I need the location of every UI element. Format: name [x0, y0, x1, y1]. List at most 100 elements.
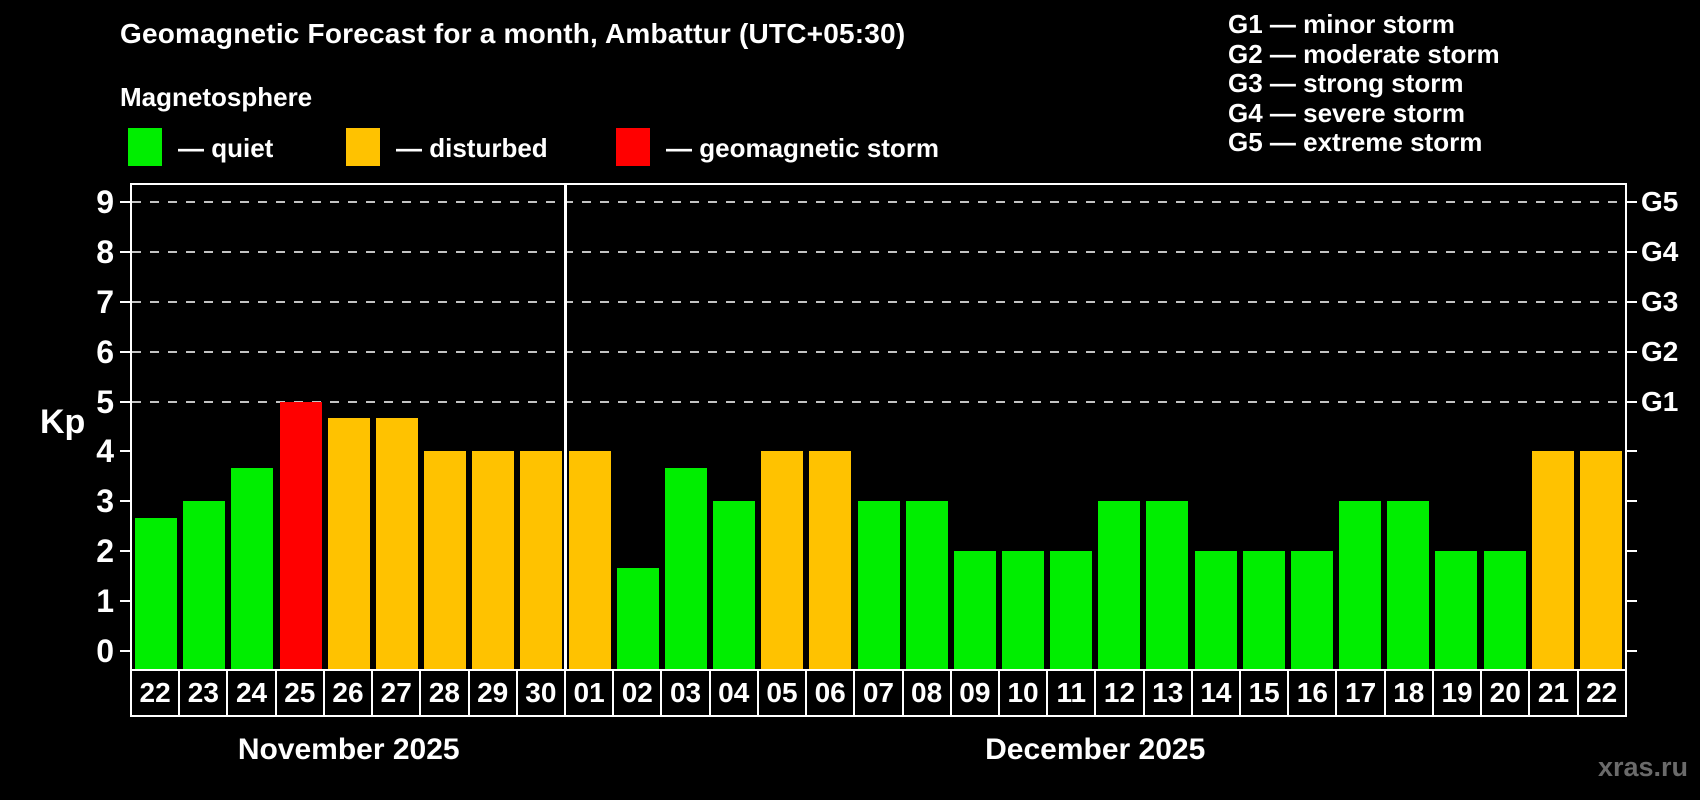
day-label-nov-22: 22: [139, 677, 171, 708]
day-label-nov-25: 25: [274, 671, 323, 715]
gridline-kp-6: [132, 350, 1625, 353]
kp-bar-day-27: [375, 417, 418, 669]
left-tick-kp-1: [120, 600, 130, 603]
left-tick-kp-9: [120, 200, 130, 203]
magnetosphere-label: Magnetosphere: [120, 82, 313, 112]
kp-bar-day-24: [231, 467, 274, 669]
left-tick-kp-6: [120, 350, 130, 353]
storm-legend-swatch: [616, 128, 650, 166]
gridline-kp-9: [132, 200, 1625, 203]
right-tick-kp-2: [1627, 550, 1637, 553]
day-label-dec-21: 21: [1528, 671, 1576, 715]
day-label-dec-09: 09: [949, 671, 998, 715]
chart-title: Geomagnetic Forecast for a month, Ambatt…: [120, 18, 906, 49]
day-label-dec-08: 08: [901, 671, 950, 715]
kp-bar-day-03: [664, 467, 707, 669]
gridline-kp-5: [132, 400, 1625, 403]
g-tick-label-G1: G1: [1641, 385, 1679, 417]
right-tick-kp-3: [1627, 500, 1637, 503]
plot-area: [130, 183, 1627, 671]
storm-legend-label: — geomagnetic storm: [666, 133, 940, 163]
right-tick-kp-4: [1627, 450, 1637, 453]
disturbed-legend-swatch: [346, 128, 380, 166]
day-label-nov-30: 30: [515, 671, 564, 715]
kp-bar-day-23: [183, 501, 226, 669]
left-tick-kp-0: [120, 650, 130, 652]
kp-bar-day-22: [1579, 451, 1622, 669]
kp-bar-day-01: [568, 451, 611, 669]
kp-bar-day-18: [1387, 501, 1430, 669]
g-tick-label-G4: G4: [1641, 235, 1679, 267]
watermark: xras.ru: [1597, 752, 1688, 782]
right-tick-kp-7: [1627, 300, 1637, 303]
y-tick-label-7: 7: [96, 283, 114, 320]
left-tick-kp-5: [120, 400, 130, 403]
day-label-dec-15: 15: [1239, 671, 1287, 715]
day-label-dec-18: 18: [1383, 671, 1432, 715]
kp-bar-day-28: [424, 451, 467, 669]
day-label-dec-05: 05: [756, 671, 805, 715]
day-label-nov-23: 23: [178, 671, 226, 715]
kp-bar-day-02: [616, 567, 659, 669]
left-tick-kp-2: [120, 550, 130, 553]
quiet-legend-swatch: [128, 128, 162, 166]
day-label-dec-01: 01: [563, 671, 612, 715]
day-label-dec-13: 13: [1142, 671, 1191, 715]
kp-bar-day-12: [1098, 501, 1141, 669]
month-label-december: December 2025: [985, 733, 1206, 766]
g-tick-label-G3: G3: [1641, 285, 1679, 317]
month-separator-line: [563, 185, 567, 669]
left-tick-kp-7: [120, 300, 130, 303]
y-tick-label-9: 9: [96, 183, 114, 220]
kp-bar-day-15: [1242, 551, 1285, 669]
day-label-dec-06: 06: [805, 671, 853, 715]
y-tick-label-3: 3: [96, 483, 114, 520]
left-tick-kp-4: [120, 450, 130, 453]
quiet-legend-label: — quiet: [178, 133, 274, 163]
g2-legend-line: G2 — moderate storm: [1228, 38, 1500, 69]
g4-legend-line: G4 — severe storm: [1228, 97, 1466, 128]
day-label-nov-26: 26: [322, 671, 371, 715]
month-label-november: November 2025: [237, 733, 460, 766]
day-axis: 22 23 24 25 26 27 28 29 30 01 02 03 04 05 06 07 08 09 10 11…: [130, 669, 1627, 717]
right-tick-kp-0: [1627, 650, 1637, 652]
day-label-dec-03: 03: [660, 671, 708, 715]
g3-legend-line: G3 — strong storm: [1228, 68, 1464, 98]
right-tick-kp-9: [1627, 200, 1637, 203]
gridline-kp-7: [132, 300, 1625, 303]
g-tick-label-G5: G5: [1641, 185, 1679, 217]
y-tick-label-8: 8: [96, 233, 114, 270]
g1-legend-line: G1 — minor storm: [1228, 9, 1455, 39]
kp-bar-day-25: [279, 401, 322, 669]
kp-bar-day-20: [1483, 551, 1526, 669]
kp-bar-day-07: [857, 501, 900, 669]
kp-bar-day-21: [1531, 451, 1574, 669]
kp-bar-day-29: [472, 451, 515, 669]
day-label-dec-07: 07: [853, 671, 901, 715]
kp-bar-day-10: [1001, 551, 1044, 669]
day-label-dec-11: 11: [1046, 671, 1094, 715]
day-label-nov-27: 27: [371, 671, 419, 715]
day-label-dec-22: 22: [1576, 671, 1625, 715]
kp-bar-day-06: [809, 451, 852, 669]
right-tick-kp-8: [1627, 250, 1637, 253]
day-label-nov-24: 24: [226, 671, 274, 715]
kp-bar-day-22: [135, 517, 178, 669]
kp-bar-day-16: [1290, 551, 1333, 669]
y-tick-label-5: 5: [96, 383, 114, 420]
day-label-dec-14: 14: [1190, 671, 1239, 715]
day-label-dec-04: 04: [708, 671, 757, 715]
day-label-dec-19: 19: [1431, 671, 1480, 715]
kp-bar-day-19: [1435, 551, 1478, 669]
kp-bar-day-04: [713, 501, 756, 669]
kp-bar-day-05: [761, 451, 804, 669]
right-tick-kp-1: [1627, 600, 1637, 603]
right-tick-kp-5: [1627, 400, 1637, 403]
day-label-nov-28: 28: [419, 671, 467, 715]
day-label-dec-20: 20: [1480, 671, 1528, 715]
day-label-nov-29: 29: [467, 671, 516, 715]
kp-bar-day-30: [520, 451, 563, 669]
g-scale-legend: G1 — minor storm G2 — moderate storm G3 …: [1228, 9, 1500, 158]
kp-bar-day-11: [1050, 551, 1093, 669]
